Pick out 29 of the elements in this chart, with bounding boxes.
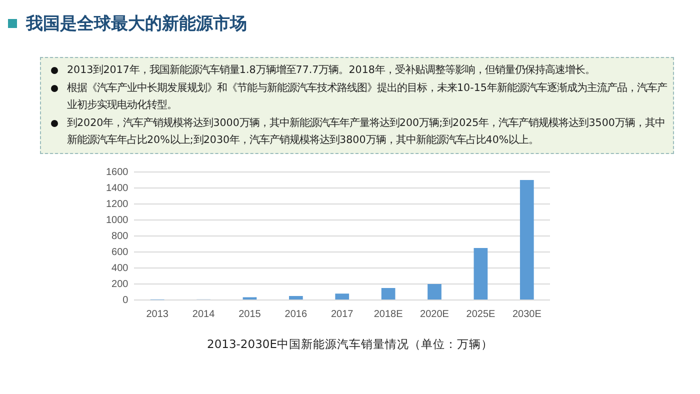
bar xyxy=(520,180,534,300)
text: 我国是全球最大的新能源市场 xyxy=(26,13,247,35)
bar xyxy=(428,284,442,300)
bar xyxy=(474,248,488,300)
x-tick-label: 2016 xyxy=(284,308,308,320)
x-tick-label: 2014 xyxy=(192,308,216,320)
text: 到2020年，汽车产销规模将达到3000万辆，其中新能源汽车年产量将达到200万辆;到2025年，汽车产销规模将达到3500万辆，其中新能源汽车年占比20%以上;到2030年，汽车产销规模将达到3800万辆，其中新能源汽车占比40%以上。 xyxy=(67,116,666,148)
x-tick-label: 2017 xyxy=(331,308,354,320)
bar xyxy=(381,288,396,300)
x-tick-label: 2013 xyxy=(146,308,169,320)
y-tick-label: 1600 xyxy=(106,166,129,178)
x-tick-label: 2030E xyxy=(512,308,542,320)
y-tick-label: 600 xyxy=(112,246,129,258)
y-tick-label: 1400 xyxy=(106,182,129,194)
x-tick-label: 2015 xyxy=(238,308,262,320)
y-tick-label: 0 xyxy=(122,294,129,306)
y-tick-label: 1000 xyxy=(106,214,129,226)
y-tick-label: 200 xyxy=(112,278,129,290)
x-tick-label: 2020E xyxy=(420,308,450,320)
x-tick-label: 2018E xyxy=(374,308,404,320)
y-tick-label: 400 xyxy=(112,262,129,274)
text: 根据《汽车产业中长期发展规划》和《节能与新能源汽车技术路线图》提出的目标，未来10-15年新能源汽车逐渐成为主流产品，汽车产业初步实现电动化转型。 xyxy=(67,81,667,113)
y-tick-label: 800 xyxy=(112,230,129,242)
bar xyxy=(289,296,303,300)
bar xyxy=(335,294,350,300)
text: 2013-2030E中国新能源汽车销量情况（单位：万辆） xyxy=(206,337,494,352)
x-tick-label: 2025E xyxy=(466,308,496,320)
text: 2013到2017年，我国新能源汽车销量1.8万辆增至77.7万辆。2018年，受补贴调整等影响，但销量仍保持高速增长。 xyxy=(67,63,595,78)
y-tick-label: 1200 xyxy=(106,198,129,210)
